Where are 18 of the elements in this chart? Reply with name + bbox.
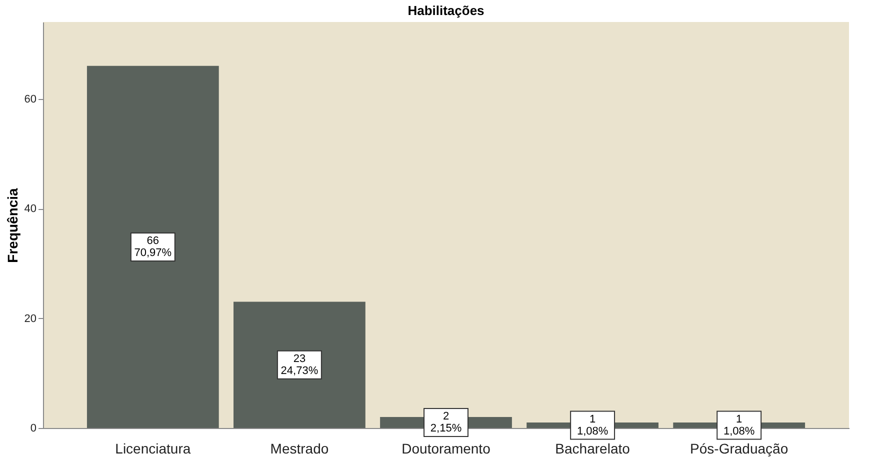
chart-title: Habilitações bbox=[408, 3, 484, 18]
x-tick-label: Doutoramento bbox=[402, 440, 491, 456]
data-label: 23 24,73% bbox=[280, 352, 318, 377]
data-label: 2 2,15% bbox=[430, 410, 462, 435]
bar bbox=[234, 302, 366, 428]
data-label: 66 70,97% bbox=[134, 234, 172, 259]
x-tick-label: Pós-Graduação bbox=[690, 440, 788, 456]
y-axis-title: Frequência bbox=[4, 188, 20, 263]
y-tick-label: 0 bbox=[30, 422, 36, 434]
x-tick-label: Bacharelato bbox=[555, 440, 630, 456]
x-tick-label: Licenciatura bbox=[115, 440, 191, 456]
y-tick-label: 20 bbox=[24, 312, 36, 325]
bar bbox=[86, 66, 219, 428]
x-tick-label: Mestrado bbox=[270, 440, 329, 456]
y-tick-label: 40 bbox=[24, 203, 36, 216]
data-label: 1 1,08% bbox=[576, 413, 608, 438]
data-label: 1 1,08% bbox=[723, 413, 755, 438]
y-tick-label: 60 bbox=[24, 93, 36, 106]
